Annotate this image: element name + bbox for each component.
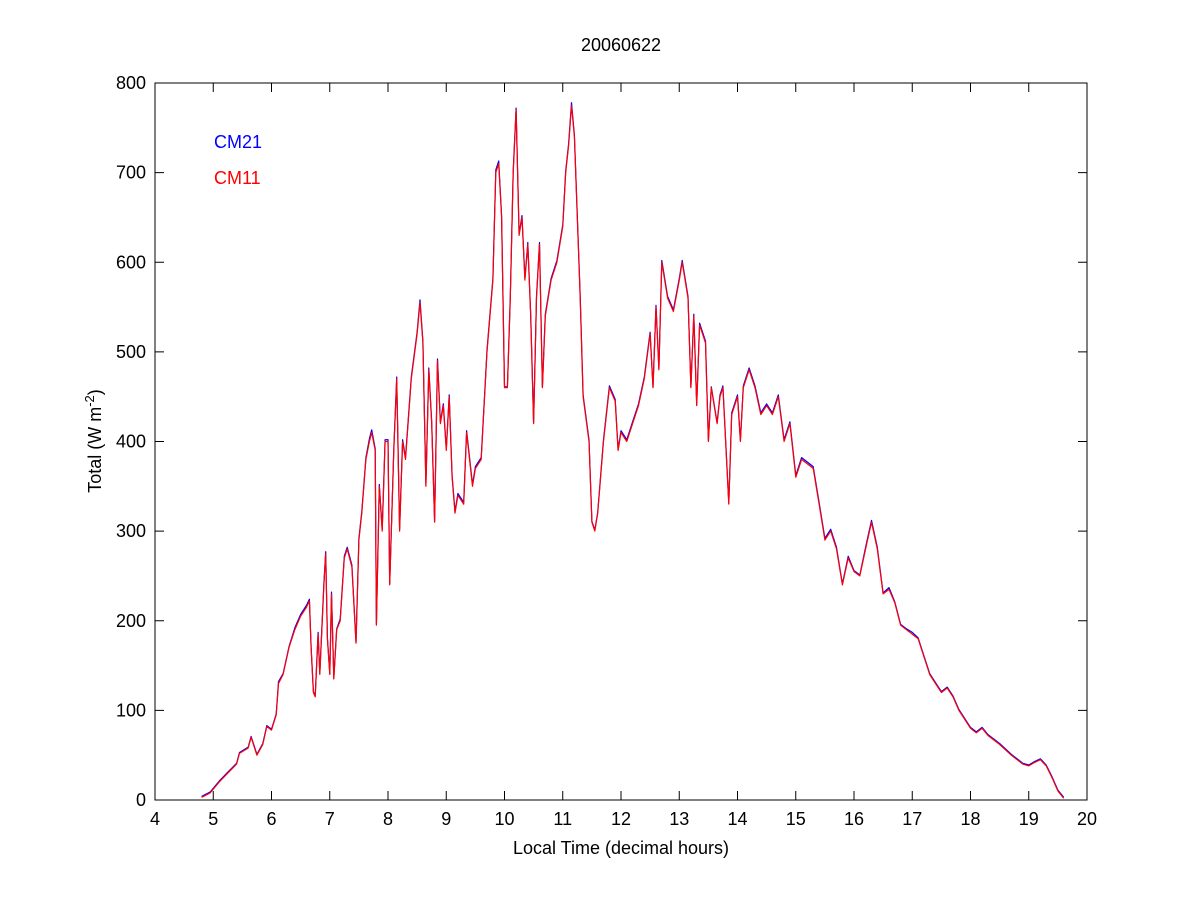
- x-tick-label: 9: [441, 809, 451, 829]
- y-tick-label: 300: [116, 521, 146, 541]
- y-tick-label: 700: [116, 163, 146, 183]
- x-tick-label: 4: [150, 809, 160, 829]
- legend-entry-cm11: CM11: [214, 168, 261, 188]
- legend-entry-cm21: CM21: [214, 132, 262, 152]
- y-tick-label: 500: [116, 342, 146, 362]
- x-tick-label: 20: [1077, 809, 1097, 829]
- y-tick-label: 100: [116, 700, 146, 720]
- x-tick-label: 7: [325, 809, 335, 829]
- y-axis-label-exponent: -2: [82, 395, 97, 407]
- x-tick-label: 5: [208, 809, 218, 829]
- plot-area: [154, 82, 1088, 801]
- y-tick-label: 800: [116, 73, 146, 93]
- y-tick-label: 0: [136, 790, 146, 810]
- y-tick-label: 400: [116, 432, 146, 452]
- x-tick-label: 11: [553, 809, 572, 829]
- x-tick-label: 15: [786, 809, 806, 829]
- x-tick-label: 17: [902, 809, 922, 829]
- x-tick-label: 13: [669, 809, 689, 829]
- x-tick-label: 16: [844, 809, 864, 829]
- y-tick-label: 200: [116, 611, 146, 631]
- y-axis-label: Total (W m-2): [82, 389, 105, 493]
- series-line-cm11: [201, 104, 1065, 799]
- legend: CM21 CM11: [214, 132, 262, 188]
- y-axis-label-close: ): [85, 389, 105, 395]
- x-tick-label: 14: [727, 809, 747, 829]
- y-tick-label: 600: [116, 252, 146, 272]
- x-tick-label: 12: [611, 809, 631, 829]
- x-axis-label: Local Time (decimal hours): [513, 838, 729, 858]
- x-tick-label: 6: [266, 809, 276, 829]
- x-tick-label: 8: [383, 809, 393, 829]
- series-lines: [201, 102, 1065, 799]
- chart-title: 20060622: [581, 35, 661, 55]
- x-tick-label: 18: [960, 809, 980, 829]
- x-tick-label: 19: [1019, 809, 1039, 829]
- y-axis-label-main: Total (W m: [85, 407, 105, 493]
- axis-ticks: 4 5 6 7 8 9 10 11 12 13 14 15 16 17 18 19 20010020030040…: [116, 73, 1097, 829]
- x-tick-label: 10: [494, 809, 514, 829]
